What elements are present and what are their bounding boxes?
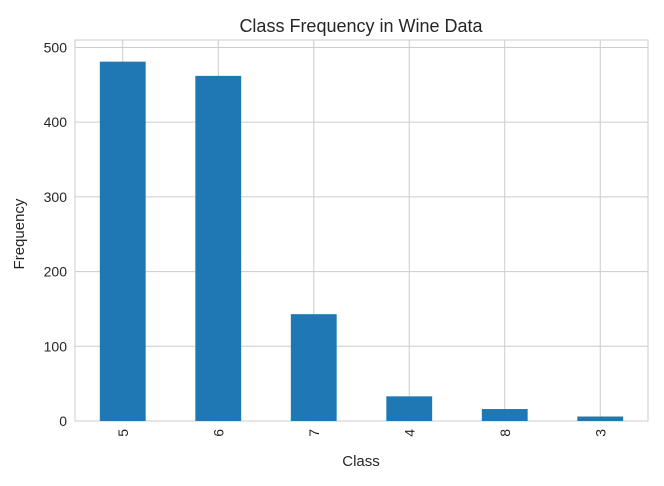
- bar: [195, 76, 241, 421]
- x-axis-label: Class: [342, 453, 380, 470]
- x-tick-label: 3: [592, 429, 608, 437]
- y-tick-label: 300: [44, 189, 68, 205]
- y-axis-label: Frequency: [11, 198, 28, 269]
- bar: [386, 396, 432, 421]
- y-tick-label: 0: [59, 413, 67, 429]
- x-tick-label: 6: [210, 429, 226, 437]
- bar: [482, 409, 528, 421]
- x-tick-label: 8: [497, 429, 513, 437]
- y-tick-label: 200: [44, 264, 68, 280]
- x-tick-label: 4: [401, 429, 417, 437]
- bar: [100, 62, 146, 421]
- chart-title: Class Frequency in Wine Data: [239, 16, 483, 36]
- bar: [291, 314, 337, 421]
- bar: [577, 417, 623, 421]
- x-tick-label: 7: [306, 429, 322, 437]
- x-tick-label: 5: [115, 429, 131, 437]
- y-tick-label: 100: [44, 338, 68, 354]
- y-tick-label: 500: [44, 39, 68, 55]
- y-tick-label: 400: [44, 114, 68, 130]
